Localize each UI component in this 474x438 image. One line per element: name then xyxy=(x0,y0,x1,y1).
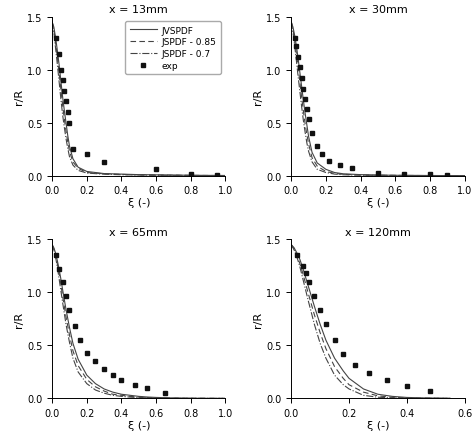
Title: x = 13mm: x = 13mm xyxy=(109,5,168,15)
Y-axis label: r/R: r/R xyxy=(254,311,264,327)
Title: x = 120mm: x = 120mm xyxy=(345,228,411,238)
Y-axis label: r/R: r/R xyxy=(14,89,24,105)
Title: x = 30mm: x = 30mm xyxy=(348,5,407,15)
Y-axis label: r/R: r/R xyxy=(254,89,264,105)
Title: x = 65mm: x = 65mm xyxy=(109,228,168,238)
X-axis label: ξ (-): ξ (-) xyxy=(366,420,389,430)
Y-axis label: r/R: r/R xyxy=(14,311,24,327)
X-axis label: ξ (-): ξ (-) xyxy=(128,198,150,207)
X-axis label: ξ (-): ξ (-) xyxy=(366,198,389,207)
X-axis label: ξ (-): ξ (-) xyxy=(128,420,150,430)
Legend: JVSPDF, JSPDF - 0.85, JSPDF - 0.7, exp: JVSPDF, JSPDF - 0.85, JSPDF - 0.7, exp xyxy=(126,22,221,75)
